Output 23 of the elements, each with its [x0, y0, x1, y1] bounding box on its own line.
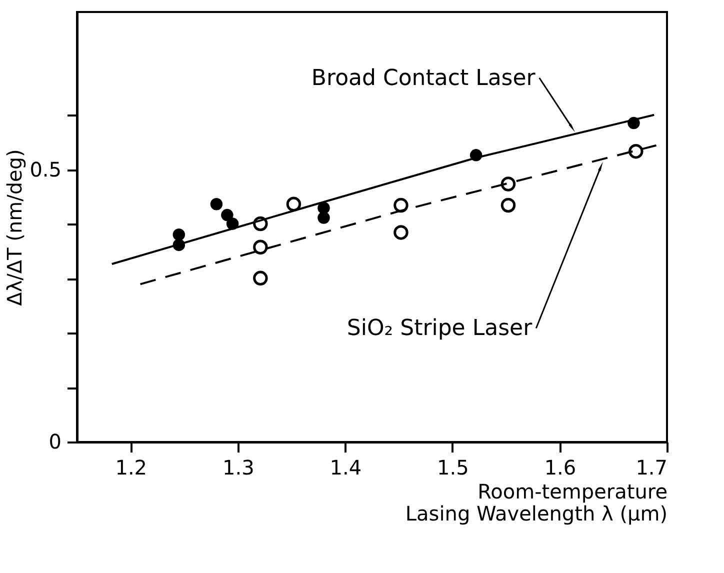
point	[210, 198, 223, 210]
x-tick-label: 1.4	[330, 456, 362, 480]
y-axis-title: Δλ/ΔT (nm/deg)	[2, 149, 27, 306]
y-tick-label: 0.5	[30, 157, 62, 182]
point	[500, 198, 516, 213]
x-tick-label: 1.2	[115, 456, 148, 480]
y-tick-label: 0	[48, 430, 62, 454]
point	[221, 208, 234, 222]
line-series	[110, 114, 656, 266]
x-tick-label: 1.7	[636, 456, 668, 480]
point	[318, 212, 330, 224]
point	[286, 196, 302, 212]
x-axis-title: Room-temperature Lasing Wavelength λ (μm)	[405, 480, 668, 526]
point	[253, 240, 268, 254]
point	[394, 225, 408, 240]
annotation: SiO₂ Stripe Laser	[346, 316, 534, 342]
point	[253, 270, 268, 286]
point	[628, 144, 644, 159]
point	[172, 228, 186, 241]
annotation: Broad Contact Laser	[311, 66, 536, 91]
x-tick-label: 1.6	[544, 456, 576, 480]
x-tick-label: 1.3	[222, 456, 254, 480]
x-tick-label: 1.5	[437, 456, 469, 480]
